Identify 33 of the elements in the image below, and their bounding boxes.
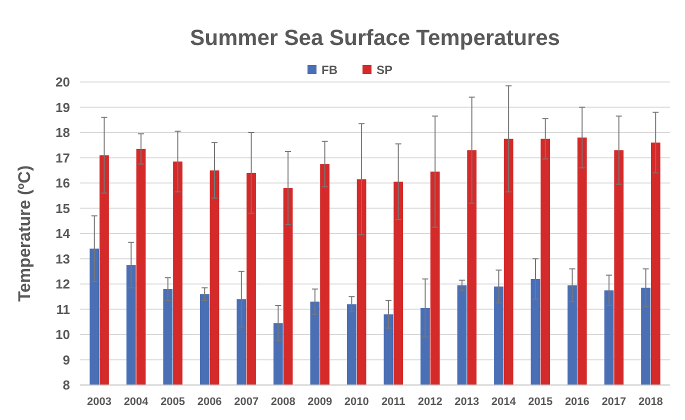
legend-label: FB [322,63,338,77]
y-tick-label: 8 [62,378,70,393]
x-tick-label: 2008 [270,396,296,408]
y-tick-label: 20 [56,74,70,90]
x-tick-label: 2005 [160,396,186,408]
x-tick-label: 2012 [418,396,442,408]
x-tick-label: 2003 [87,396,112,408]
x-tick-label: 2015 [528,396,553,408]
y-tick-label: 11 [56,302,70,317]
x-tick-label: 2004 [124,396,150,408]
x-tick-label: 2018 [638,396,663,408]
y-tick-label: 19 [56,100,70,115]
x-tick-label: 2006 [197,396,222,408]
y-tick-label: 18 [56,125,70,140]
y-tick-label: 9 [62,352,70,368]
y-axis-title: Temperature (ºC) [15,165,34,302]
x-tick-label: 2011 [381,396,406,408]
x-tick-label: 2007 [234,396,259,408]
y-tick-label: 16 [56,176,70,191]
x-tick-label: 2017 [602,396,626,408]
y-tick-label: 12 [56,276,70,292]
chart-title: Summer Sea Surface Temperatures [190,25,560,50]
y-tick-label: 13 [56,251,70,266]
y-tick-label: 10 [56,327,70,342]
x-tick-label: 2009 [308,396,332,408]
y-tick-label: 17 [56,150,70,166]
x-tick-label: 2010 [344,396,369,408]
y-tick-label: 14 [56,226,71,242]
legend-label: SP [376,63,393,77]
x-tick-label: 2016 [564,396,590,408]
x-tick-label: 2013 [454,396,480,408]
y-tick-label: 15 [56,200,70,216]
x-tick-label: 2014 [491,396,517,408]
